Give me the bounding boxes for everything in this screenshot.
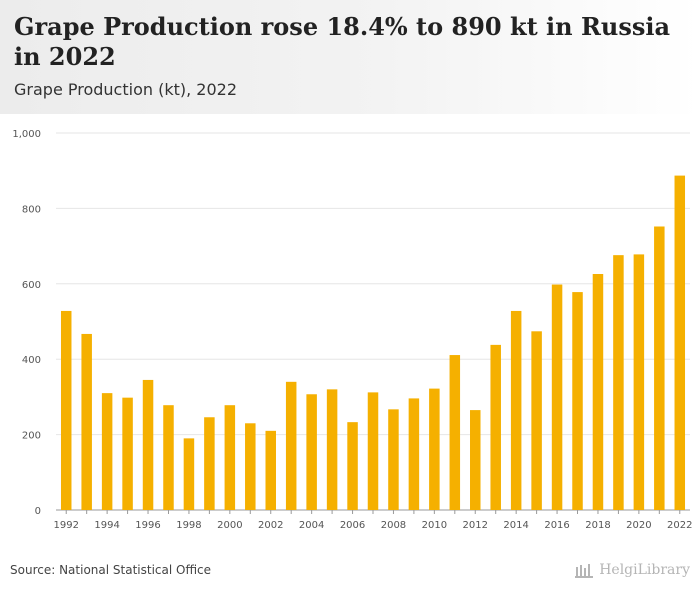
y-tick-label: 400 [22, 355, 41, 366]
x-tick-label: 2006 [340, 520, 365, 531]
x-tick-label: 2004 [299, 520, 324, 531]
x-tick-label: 2022 [667, 520, 692, 531]
chart-title: Grape Production rose 18.4% to 890 kt in… [14, 12, 671, 71]
x-tick-label: 2002 [258, 520, 283, 531]
x-tick-label: 2018 [585, 520, 610, 531]
bar-1999 [204, 417, 215, 510]
x-tick-label: 1996 [135, 520, 160, 531]
chart-subtitle: Grape Production (kt), 2022 [14, 80, 237, 99]
bar-2011 [449, 355, 461, 510]
bar-1997 [163, 405, 174, 510]
bar-2009 [408, 398, 420, 510]
bar-2004 [306, 394, 317, 510]
bar-2013 [490, 344, 501, 510]
library-icon [575, 564, 594, 578]
header: Grape Production rose 18.4% to 890 kt in… [0, 0, 700, 114]
x-tick-label: 2016 [544, 520, 569, 531]
bar-1998 [183, 438, 195, 510]
y-axis-ticks: 0 200 400 600 800 1,000 [12, 129, 41, 517]
bar-1996 [142, 379, 154, 510]
brand-logo[interactable]: HelgiLibrary [575, 562, 690, 578]
bar-1994 [101, 393, 113, 510]
bar-1995 [122, 397, 133, 510]
bar-2016 [551, 284, 563, 510]
source-note: Source: National Statistical Office [10, 563, 212, 577]
x-tick-label: 2020 [626, 520, 651, 531]
bar-1992 [60, 310, 72, 510]
y-tick-label: 600 [22, 280, 41, 291]
bar-2020 [633, 254, 645, 510]
x-tick-label: 1998 [176, 520, 201, 531]
x-tick-label: 2000 [217, 520, 242, 531]
bar-chart: 0 200 400 600 800 1,000 1992 1994 1996 1998 2000 2… [12, 129, 693, 531]
y-tick-label: 200 [22, 431, 41, 442]
bar-2015 [531, 331, 542, 510]
x-axis-ticks: 1992 1994 1996 1998 2000 2002 2004 2006 2008 2010… [53, 510, 693, 531]
x-tick-label: 1994 [94, 520, 119, 531]
bar-2005 [326, 389, 338, 510]
bar-2007 [367, 392, 379, 510]
bar-2003 [285, 381, 297, 510]
y-tick-label: 1,000 [12, 129, 41, 140]
bar-2000 [224, 405, 236, 510]
bars [60, 175, 686, 510]
x-tick-label: 1992 [53, 520, 78, 531]
bar-2017 [572, 292, 583, 510]
bar-2019 [613, 255, 624, 510]
bar-2021 [654, 226, 665, 510]
bar-1993 [81, 333, 92, 510]
x-tick-label: 2014 [503, 520, 528, 531]
bar-2001 [245, 423, 256, 510]
grid-lines [56, 132, 690, 511]
x-tick-label: 2010 [422, 520, 447, 531]
x-tick-label: 2008 [381, 520, 406, 531]
x-tick-label: 2012 [463, 520, 488, 531]
bar-2018 [592, 273, 604, 510]
y-tick-label: 800 [22, 204, 41, 215]
bar-2022 [674, 175, 686, 510]
bar-2008 [388, 409, 399, 510]
bar-2014 [510, 310, 522, 510]
bar-2006 [347, 422, 358, 510]
bar-2002 [265, 430, 276, 510]
y-tick-label: 0 [35, 506, 41, 517]
bar-2012 [470, 410, 481, 510]
bar-2010 [429, 388, 440, 510]
brand-name: HelgiLibrary [599, 562, 690, 578]
